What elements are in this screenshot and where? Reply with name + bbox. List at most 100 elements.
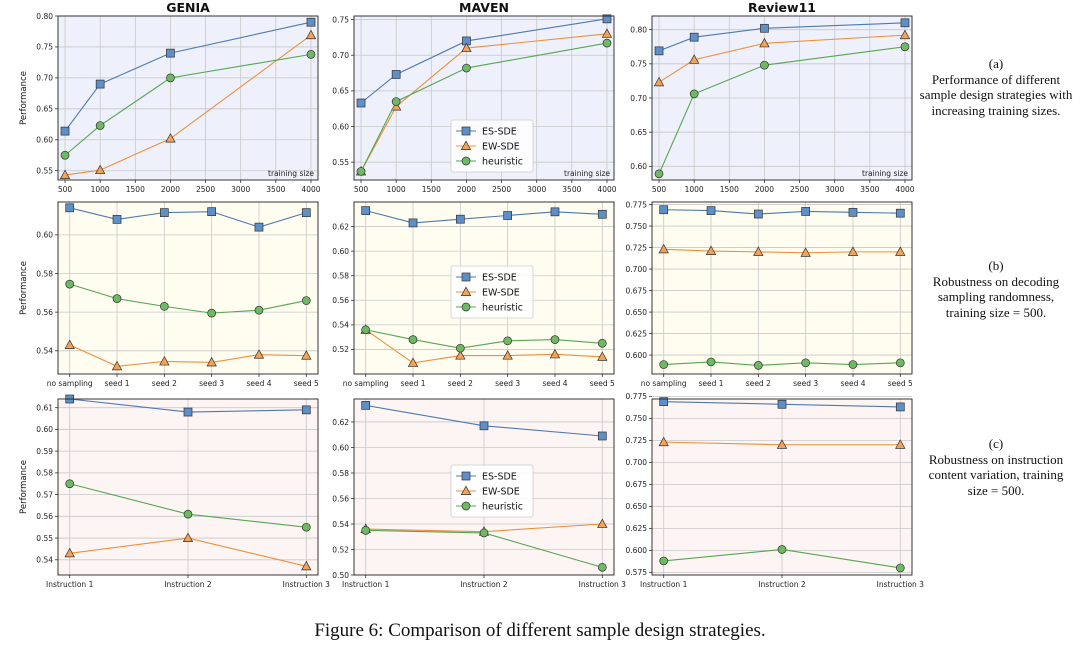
data-point — [95, 79, 105, 89]
row-caption-text: Performance of different sample design s… — [919, 71, 1073, 118]
y-axis-label: Performance — [19, 71, 29, 125]
x-tick-label: seed 4 — [542, 379, 567, 388]
y-tick-label: 0.75 — [630, 60, 647, 69]
data-point — [759, 37, 770, 48]
data-point — [356, 98, 366, 108]
x-tick-label: Instruction 2 — [758, 580, 806, 589]
series-line — [360, 18, 608, 104]
y-tick-label: 0.80 — [36, 12, 53, 21]
data-point — [597, 209, 607, 219]
data-point — [305, 29, 317, 40]
chart-title: MAVEN — [459, 0, 509, 15]
data-point — [183, 509, 193, 519]
data-point — [159, 355, 170, 366]
series-line — [64, 53, 312, 156]
x-tick-label: 2500 — [492, 185, 511, 194]
row-caption-c: (c) Robustness on instruction content va… — [918, 436, 1074, 498]
series-line — [360, 42, 608, 172]
data-point — [601, 28, 613, 38]
data-point — [602, 38, 612, 48]
data-point — [549, 348, 561, 359]
x-tick-label: 3500 — [860, 185, 879, 194]
y-tick-label: 0.56 — [332, 296, 349, 305]
legend: ES-SDE EW-SDE heuristic — [450, 119, 534, 173]
chart-genia-size: 500 1000 1500 2000 2500 3000 3500 4000 0.55 0.60 0… — [19, 0, 321, 194]
chart-maven-inst: Instruction 1 Instruction 2 Instruction 3 0… — [332, 398, 626, 589]
x-tick-label: Instruction 1 — [640, 580, 688, 589]
legend-box — [450, 265, 534, 319]
x-tick-label: no sampling — [641, 379, 687, 388]
legend-marker — [461, 156, 471, 166]
data-point — [753, 209, 763, 219]
legend-marker — [461, 302, 471, 312]
data-point — [479, 421, 489, 431]
data-point — [455, 350, 466, 360]
y-tick-label: 0.62 — [332, 418, 349, 427]
data-point — [653, 76, 665, 87]
data-point — [165, 133, 176, 143]
data-point — [659, 556, 669, 566]
y-tick-label: 0.75 — [332, 15, 349, 24]
data-point — [183, 407, 193, 417]
y-tick-label: 0.62 — [332, 222, 349, 231]
series-line — [658, 46, 906, 175]
y-axis-label: Performance — [19, 460, 29, 514]
x-tick-label: seed 4 — [246, 379, 271, 388]
chart-genia-seed: no sampling seed 1 seed 2 seed 3 seed 4 seed … — [19, 201, 319, 388]
data-point — [462, 63, 471, 73]
plot-frame — [651, 201, 913, 375]
y-tick-label: 0.80 — [630, 25, 647, 34]
data-point — [753, 246, 764, 256]
plot-frame — [651, 15, 913, 181]
data-point — [597, 431, 607, 441]
series-line — [663, 209, 901, 215]
data-point — [306, 50, 316, 59]
y-tick-label: 0.56 — [36, 308, 53, 317]
series-ew-sde — [64, 339, 312, 371]
series-heuristic — [356, 38, 612, 176]
data-point — [64, 547, 75, 558]
series-line — [658, 34, 906, 83]
data-point — [597, 338, 607, 348]
legend-box — [450, 119, 534, 173]
data-point — [899, 29, 911, 40]
y-tick-label: 0.65 — [36, 105, 53, 114]
y-tick-label: 0.56 — [332, 494, 349, 503]
x-tick-label: seed 5 — [590, 379, 615, 388]
y-tick-label: 0.750 — [626, 414, 648, 423]
row-caption-text: Robustness on decoding sampling randomne… — [932, 273, 1060, 320]
y-tick-label: 0.60 — [36, 136, 53, 145]
y-tick-label: 0.625 — [626, 524, 648, 533]
series-heuristic — [659, 357, 905, 370]
y-tick-label: 0.58 — [36, 469, 53, 478]
x-tick-label: 3500 — [266, 185, 285, 194]
data-point — [111, 360, 123, 371]
y-tick-label: 0.725 — [626, 436, 648, 445]
data-point — [64, 339, 75, 349]
data-point — [65, 479, 75, 489]
data-point — [182, 532, 194, 543]
x-tick-label: seed 5 — [888, 379, 913, 388]
data-point — [503, 336, 513, 346]
y-tick-label: 0.60 — [36, 425, 53, 434]
data-point — [760, 23, 769, 33]
x-tick-label: seed 2 — [448, 379, 473, 388]
x-tick-label: 1000 — [387, 185, 406, 194]
data-point — [602, 14, 612, 24]
x-tick-label: 4000 — [895, 185, 914, 194]
y-tick-label: 0.61 — [36, 403, 53, 412]
data-point — [654, 46, 664, 56]
data-point — [166, 73, 175, 83]
x-tick-label: 2500 — [790, 185, 809, 194]
x-tick-label: 1500 — [126, 185, 145, 194]
data-point — [689, 32, 699, 42]
series-es-sde — [654, 18, 910, 56]
x-tick-label: Instruction 2 — [460, 580, 508, 589]
data-point — [848, 207, 858, 217]
series-line — [64, 34, 312, 176]
y-tick-label: 0.775 — [626, 392, 648, 401]
legend-label: heuristic — [482, 502, 523, 513]
legend-label: ES-SDE — [482, 472, 517, 483]
legend-marker — [460, 286, 472, 296]
x-tick-label: 1500 — [720, 185, 739, 194]
